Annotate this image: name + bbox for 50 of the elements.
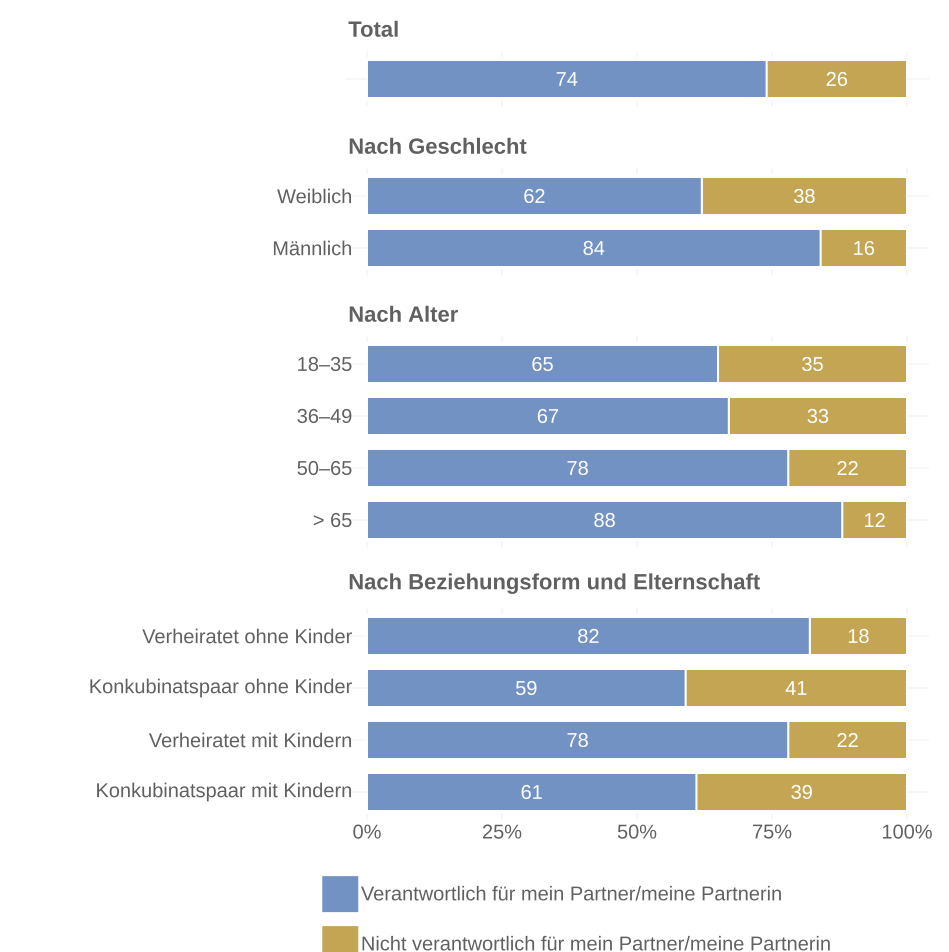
- bar: [684, 668, 908, 708]
- x-tick-label: 0%: [353, 824, 381, 839]
- data-label: 59: [516, 680, 536, 696]
- data-label: 61: [522, 784, 542, 800]
- bar: [367, 500, 844, 540]
- data-label: 41: [786, 681, 806, 695]
- x-tick-label: 50%: [618, 824, 656, 839]
- data-label: 74: [556, 72, 578, 86]
- bar: [367, 720, 790, 760]
- legend-label: Nicht verantwortlich für mein Partner/meine Partnerin: [362, 936, 830, 951]
- data-label: 67: [538, 408, 558, 424]
- y-tick-label: Männlich: [274, 240, 352, 256]
- data-label: 82: [578, 628, 599, 644]
- x-tick-label: 25%: [482, 824, 522, 839]
- bar: [367, 668, 687, 708]
- y-tick-label: Konkubinatspaar ohne Kinder: [90, 678, 352, 698]
- data-label: 22: [837, 733, 858, 747]
- data-label: 39: [791, 784, 812, 800]
- data-label: 84: [584, 240, 604, 256]
- y-tick-label: 36–49: [297, 408, 352, 424]
- data-label: 12: [865, 513, 885, 527]
- y-tick-label: 50–65: [297, 460, 352, 476]
- x-tick-label: 75%: [753, 824, 792, 839]
- bar: [808, 616, 908, 656]
- y-tick-label: Verheiratet ohne Kinder: [142, 628, 352, 644]
- data-label: 78: [568, 460, 588, 476]
- y-tick-label: Weiblich: [277, 188, 352, 204]
- bar: [787, 720, 908, 760]
- data-label: 65: [532, 356, 553, 372]
- chart-title: Nach Beziehungsform und Elternschaft: [350, 573, 760, 594]
- data-label: 16: [854, 240, 874, 256]
- y-tick-label: 18–35: [298, 356, 352, 372]
- chart-title: Total: [348, 20, 398, 37]
- y-tick-label: Verheiratet mit Kindern: [148, 732, 351, 748]
- data-label: 35: [802, 356, 823, 372]
- data-label: 62: [524, 188, 545, 204]
- chart-title: Nach Geschlecht: [350, 138, 526, 154]
- data-label: 26: [826, 72, 848, 86]
- y-tick-label: > 65: [314, 512, 352, 528]
- y-tick-label: Konkubinatspaar mit Kindern: [97, 782, 351, 802]
- data-label: 88: [594, 512, 615, 528]
- legend-label: Verantwortlich für mein Partner/meine Partnerin: [361, 886, 781, 901]
- data-label: 18: [848, 628, 869, 644]
- data-label: 22: [837, 461, 858, 475]
- bar: [367, 616, 811, 656]
- chart-title: Nach Alter: [350, 306, 458, 322]
- data-label: 33: [808, 408, 828, 424]
- data-label: 38: [794, 188, 815, 204]
- data-label: 78: [568, 732, 588, 748]
- x-tick-label: 100%: [882, 824, 932, 839]
